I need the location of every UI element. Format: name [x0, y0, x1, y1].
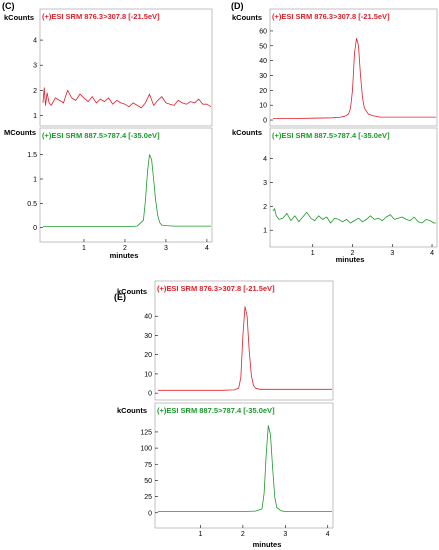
y-tick-label: 10 [144, 371, 152, 378]
y-tick-label: 3 [263, 180, 267, 187]
x-axis-label: minutes [110, 251, 139, 260]
y-tick-label: 0 [33, 225, 37, 232]
x-tick-label: 3 [283, 531, 287, 538]
y-tick-label: 50 [144, 478, 152, 485]
series-line [273, 38, 436, 119]
y-tick-label: 3 [33, 63, 37, 70]
y-tick-label: 0.5 [27, 201, 37, 208]
y-tick-label: 4 [33, 38, 37, 45]
series-line [42, 87, 212, 109]
y-tick-label: 40 [144, 314, 152, 321]
trace-plot-1: kCounts (+)ESI SRM 876.3>307.8 [-21.5eV] 1… [4, 8, 213, 127]
plot-frame [154, 402, 334, 529]
x-tick-label: 1 [82, 245, 86, 252]
y-tick-label: 75 [144, 462, 152, 469]
trace-plot-1: kCounts (+)ESI SRM 876.3>307.8 [-21.5eV] 0… [117, 280, 334, 401]
y-tick-label: 0 [148, 510, 152, 517]
y-tick-label: 2 [263, 204, 267, 211]
trace-plot-2: MCounts (+)ESI SRM 887.5>787.4 [-35.0eV] 0… [4, 127, 213, 252]
y-tick-label: 0 [148, 391, 152, 398]
trace-title: (+)ESI SRM 887.5>787.4 [-35.0eV] [42, 131, 160, 140]
y-tick-label: 10 [259, 103, 267, 110]
y-tick-label: 2 [33, 88, 37, 95]
x-tick-label: 4 [430, 250, 434, 257]
x-tick-label: 3 [164, 245, 168, 252]
trace-title: (+)ESI SRM 887.5>787.4 [-35.0eV] [157, 406, 275, 415]
y-tick-label: 30 [144, 333, 152, 340]
trace-plot-2: kCounts (+)ESI SRM 887.5>787.4 [-35.0eV] 1… [232, 127, 438, 257]
y-tick-label: 1 [33, 176, 37, 183]
plot-frame [269, 127, 438, 248]
y-tick-label: 20 [144, 352, 152, 359]
panel-label: (C) [2, 1, 15, 11]
y-tick-label: 40 [259, 58, 267, 65]
x-tick-label: 2 [123, 245, 127, 252]
trace-title: (+)ESI SRM 876.3>307.8 [-21.5eV] [157, 284, 275, 293]
y-tick-label: 20 [259, 88, 267, 95]
x-tick-label: 1 [311, 250, 315, 257]
series-line [158, 306, 332, 391]
trace-plot-1: kCounts (+)ESI SRM 876.3>307.8 [-21.5eV] 0… [232, 8, 438, 127]
plot-frame [39, 127, 213, 243]
y-tick-label: 50 [259, 43, 267, 50]
trace-title: (+)ESI SRM 887.5>787.4 [-35.0eV] [272, 131, 390, 140]
y-unit-label: kCounts [4, 13, 34, 22]
trace-title: (+)ESI SRM 876.3>307.8 [-21.5eV] [272, 12, 390, 21]
y-tick-label: 1 [263, 228, 267, 235]
series-line [272, 208, 436, 224]
plot-frame [154, 280, 334, 401]
y-unit-label: kCounts [232, 128, 262, 137]
chart-panel-1: (C) kCounts (+)ESI SRM 876.3>307.8 [-21.5e… [2, 1, 213, 260]
x-tick-label: 2 [351, 250, 355, 257]
x-tick-label: 4 [326, 531, 330, 538]
series-line [158, 425, 332, 512]
x-axis-label: minutes [336, 255, 365, 264]
x-tick-label: 2 [241, 531, 245, 538]
panel-label: (E) [114, 292, 126, 302]
chart-panel-2: (D) kCounts (+)ESI SRM 876.3>307.8 [-21.5e… [231, 1, 438, 264]
y-tick-label: 1 [33, 113, 37, 120]
y-tick-label: 4 [263, 156, 267, 163]
series-line [43, 154, 211, 228]
x-tick-label: 4 [205, 245, 209, 252]
y-unit-label: kCounts [117, 287, 147, 296]
x-tick-label: 3 [390, 250, 394, 257]
plot-frame [39, 8, 213, 127]
trace-title: (+)ESI SRM 876.3>307.8 [-21.5eV] [42, 12, 160, 21]
y-unit-label: kCounts [232, 13, 262, 22]
plot-frame [269, 8, 438, 127]
y-tick-label: 0 [263, 118, 267, 125]
y-tick-label: 1.5 [27, 152, 37, 159]
trace-plot-2: kCounts (+)ESI SRM 887.5>787.4 [-35.0eV] 0… [117, 402, 334, 538]
x-axis-label: minutes [253, 540, 282, 549]
y-tick-label: 100 [140, 446, 152, 453]
y-tick-label: 60 [259, 28, 267, 35]
y-unit-label: kCounts [117, 406, 147, 415]
chart-panel-3: (E)kCounts (+)ESI SRM 876.3>307.8 [-21.5e… [114, 280, 334, 549]
y-unit-label: MCounts [4, 128, 36, 137]
y-tick-label: 125 [140, 429, 152, 436]
x-tick-label: 1 [198, 531, 202, 538]
panel-label: (D) [231, 1, 244, 11]
y-tick-label: 30 [259, 73, 267, 80]
y-tick-label: 25 [144, 494, 152, 501]
